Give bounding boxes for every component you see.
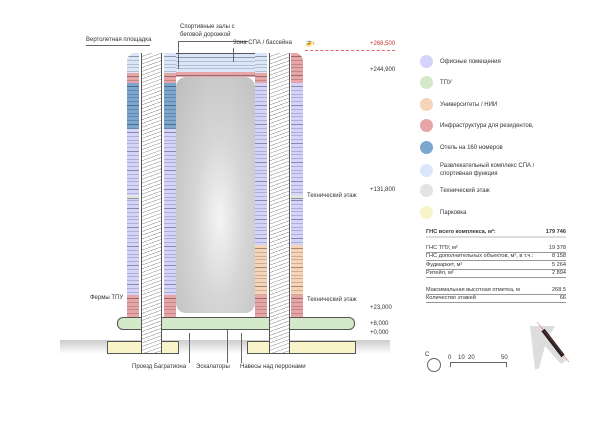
atrium-void bbox=[176, 77, 255, 313]
north-label: С bbox=[425, 352, 430, 358]
elevation-244: +244,900 bbox=[370, 67, 396, 73]
elevation-8: +8,000 bbox=[370, 321, 389, 327]
label-helipad: Вертолетная площадка bbox=[86, 37, 152, 43]
parking-right bbox=[247, 341, 356, 354]
stat-row: Ритейл, м² 2 894 bbox=[426, 270, 566, 278]
label-spa: Зона СПА / бассейна bbox=[233, 40, 292, 46]
label-tech-floor-lower: Технический этаж bbox=[307, 297, 357, 303]
label-sports-halls: Спортивные залы с беговой дорожкой bbox=[180, 24, 235, 38]
tpu-podium bbox=[117, 317, 355, 330]
label-tpu-trusses: Фермы ТПУ bbox=[90, 295, 124, 301]
elevation-131: +131,800 bbox=[370, 187, 396, 193]
label-bagration: Проезд Багратиона bbox=[132, 364, 187, 370]
label-canopies: Навесы над перронами bbox=[240, 364, 306, 370]
legend-item: Инфраструктура для резидентов, bbox=[420, 119, 534, 132]
legend-item: Парковка bbox=[420, 206, 466, 219]
stat-total: ГНС всего комплекса, м²: 179 746 bbox=[426, 229, 566, 238]
legend-item: Развлекательный комплекс СПА / спортивна… bbox=[420, 162, 540, 178]
stat-row: Количество этажей 66 bbox=[426, 295, 566, 303]
legend-item: Офисные помещения bbox=[420, 55, 501, 68]
stat-row: ГНС ТПУ, м² 19 378 bbox=[426, 245, 566, 253]
label-escalators: Эскалаторы bbox=[196, 364, 230, 370]
top-bridge-infra bbox=[176, 72, 255, 77]
stat-row: ГНС дополнительных объектов, м², в т.ч.:… bbox=[426, 253, 566, 261]
stat-row: Максимальная высотная отметка, м 268.5 bbox=[426, 287, 566, 295]
label-tech-floor-upper: Технический этаж bbox=[307, 193, 357, 199]
stat-row: Фудмаркет, м² 5 264 bbox=[426, 262, 566, 270]
legend-item: ТПУ bbox=[420, 76, 452, 89]
top-bridge-spa bbox=[176, 53, 255, 73]
elevation-268: +268,500 bbox=[370, 41, 396, 47]
legend-item: Технический этаж bbox=[420, 184, 490, 197]
legend-item: Отель на 160 номеров bbox=[420, 141, 503, 154]
helicopter-icon: 🚁 bbox=[305, 38, 315, 47]
site-plan-icon bbox=[530, 321, 570, 370]
elevation-0: +0,000 bbox=[370, 330, 389, 336]
compass-icon bbox=[427, 358, 441, 372]
legend-item: Университеты / НИИ bbox=[420, 98, 497, 111]
elevation-23: +23,000 bbox=[370, 305, 392, 311]
